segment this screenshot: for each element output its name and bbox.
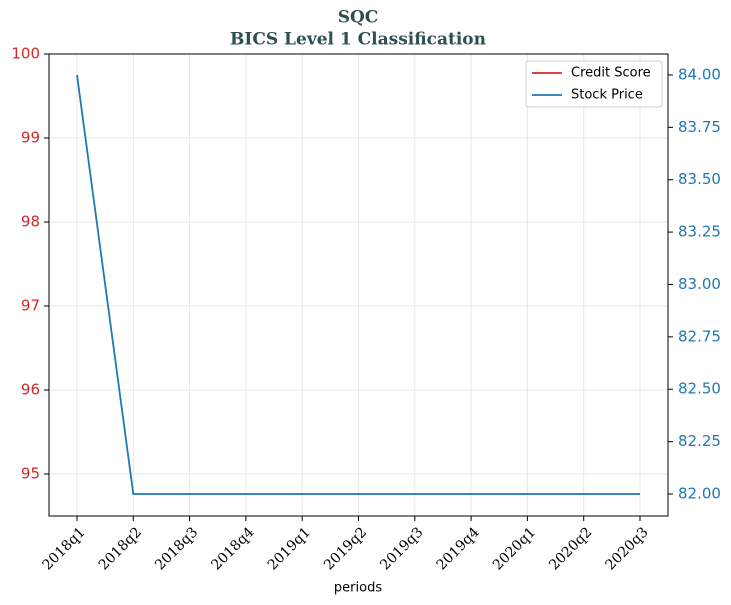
- y-tick-label: 97: [21, 297, 40, 315]
- x-tick-label: 2020q2: [546, 524, 595, 573]
- y-tick-label: 99: [21, 129, 40, 147]
- x-tick-label: 2019q4: [434, 524, 483, 573]
- x-tick-label: 2020q3: [603, 524, 652, 573]
- y2-tick-label: 83.50: [678, 170, 721, 188]
- x-tick-label: 2019q1: [265, 524, 314, 573]
- y2-tick-label: 82.25: [678, 432, 721, 450]
- y2-tick-label: 82.75: [678, 327, 721, 345]
- x-tick-label: 2019q2: [321, 524, 370, 573]
- y-tick-label: 98: [21, 213, 40, 231]
- x-tick-label: 2018q2: [96, 524, 145, 573]
- y-tick-label: 100: [11, 45, 40, 63]
- x-tick-label: 2018q1: [40, 524, 89, 573]
- x-tick-label: 2018q3: [152, 524, 201, 573]
- chart-title: SQC: [338, 8, 379, 28]
- y2-tick-label: 82.50: [678, 380, 721, 398]
- plot-frame: [48, 53, 669, 517]
- legend-label: Credit Score: [571, 66, 651, 81]
- y2-tick-label: 83.75: [678, 118, 721, 136]
- legend-label: Stock Price: [571, 88, 643, 103]
- x-tick-label: 2019q3: [377, 524, 426, 573]
- y-tick-label: 96: [21, 381, 40, 399]
- legend: Credit Score Stock Price: [525, 60, 663, 108]
- chart-subtitle: BICS Level 1 Classification: [230, 30, 486, 50]
- x-axis-label: periods: [334, 581, 382, 596]
- series-line: [76, 74, 640, 495]
- y2-tick-label: 84.00: [678, 65, 721, 83]
- y2-tick-label: 83.25: [678, 223, 721, 241]
- y2-tick-label: 83.00: [678, 275, 721, 293]
- x-tick-label: 2020q1: [490, 524, 539, 573]
- y-tick-label: 95: [21, 465, 40, 483]
- y2-tick-label: 82.00: [678, 485, 721, 503]
- x-tick-label: 2018q4: [208, 524, 257, 573]
